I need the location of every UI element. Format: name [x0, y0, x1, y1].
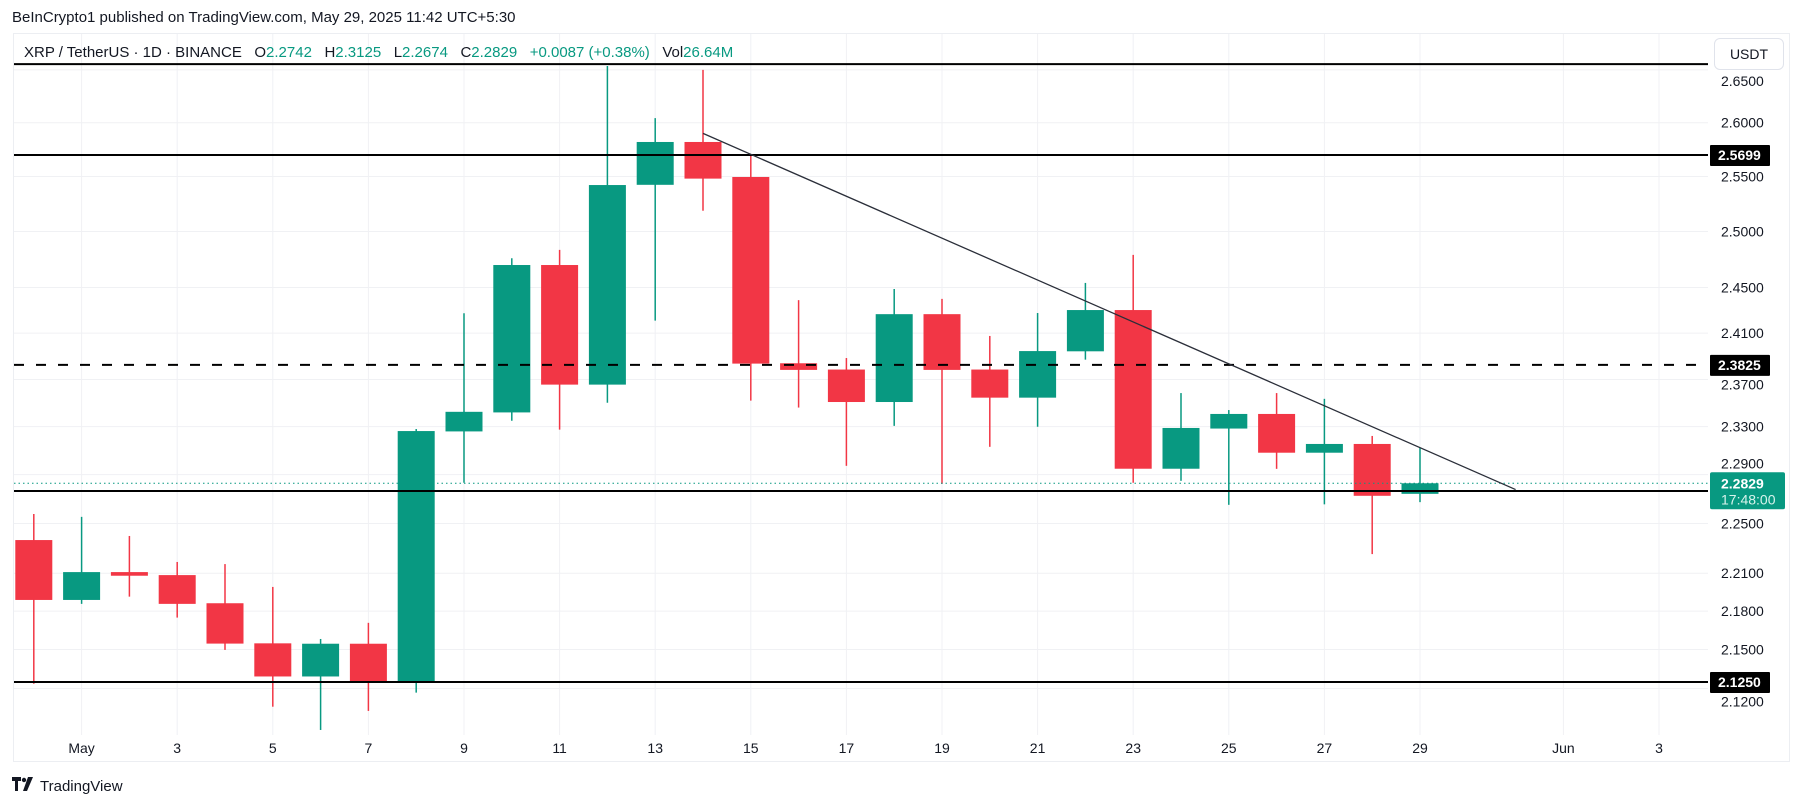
time-axis-label: 15: [743, 740, 759, 756]
time-axis-label: 27: [1317, 740, 1333, 756]
price-axis-label: 2.6000: [1721, 115, 1764, 131]
time-axis-label: 11: [552, 740, 567, 756]
chart-frame: [13, 33, 1790, 762]
footer-brand: TradingView: [12, 777, 123, 795]
time-axis-label: 3: [173, 740, 181, 756]
price-axis-label: 2.1500: [1721, 642, 1764, 658]
candle-body-down[interactable]: [110, 572, 148, 576]
time-axis-label: May: [68, 740, 94, 756]
publisher-caption: BeInCrypto1 published on TradingView.com…: [12, 9, 516, 26]
candle-body-down[interactable]: [971, 369, 1009, 398]
candle-body-down[interactable]: [923, 314, 961, 370]
candle-body-up[interactable]: [445, 411, 483, 432]
candle-body-up[interactable]: [1401, 483, 1439, 494]
open-value: 2.2742: [266, 44, 312, 61]
high-value: 2.3125: [335, 44, 382, 61]
candle-body-down[interactable]: [541, 265, 579, 385]
time-axis-label: 25: [1221, 740, 1237, 756]
time-axis-label: 9: [460, 740, 468, 756]
candle-body-up[interactable]: [397, 431, 435, 682]
close-label: C: [460, 44, 472, 61]
price-level-label: 2.3825: [1718, 357, 1761, 373]
vol-value: 26.64M: [683, 44, 734, 61]
price-axis-label: 2.1800: [1721, 603, 1764, 619]
tradingview-logo-icon: [12, 777, 34, 795]
time-axis-label: 3: [1655, 740, 1663, 756]
price-level-badge: [1710, 354, 1770, 376]
candle-body-down[interactable]: [206, 603, 244, 644]
countdown-label: 17:48:00: [1721, 491, 1776, 507]
candle-body-down[interactable]: [684, 141, 722, 179]
candle-body-down[interactable]: [827, 369, 865, 403]
candle-body-down[interactable]: [780, 363, 818, 370]
time-axis-label: 21: [1030, 740, 1046, 756]
price-axis-label: 2.5000: [1721, 223, 1764, 239]
price-axis-label: 2.5500: [1721, 169, 1764, 185]
price-axis-label: 2.6500: [1721, 73, 1764, 89]
vol-label: Vol: [662, 44, 684, 61]
candle-body-down[interactable]: [158, 575, 196, 604]
price-level-badge: [1710, 145, 1770, 166]
candle-body-down[interactable]: [254, 643, 292, 677]
candle-body-up[interactable]: [63, 572, 101, 600]
candle-body-down[interactable]: [732, 176, 770, 364]
last-price-label: 2.2829: [1721, 475, 1764, 491]
trendline[interactable]: [702, 132, 1516, 491]
high-label: H: [324, 44, 336, 61]
candle-body-up[interactable]: [636, 141, 674, 185]
candle-body-up[interactable]: [1305, 443, 1343, 453]
candle-body-down[interactable]: [1114, 310, 1152, 469]
last-price-badge: [1710, 472, 1785, 510]
candle-body-up[interactable]: [875, 314, 913, 403]
candle-body-up[interactable]: [302, 643, 340, 677]
price-axis-label: 2.2500: [1721, 516, 1764, 532]
time-axis-label: 17: [839, 740, 855, 756]
price-axis-label: 2.3300: [1721, 419, 1764, 435]
candle-body-down[interactable]: [1353, 443, 1391, 496]
candle-body-up[interactable]: [1066, 310, 1104, 352]
time-axis-label: Jun: [1552, 740, 1575, 756]
time-axis-label: 29: [1412, 740, 1428, 756]
time-axis-label: 23: [1125, 740, 1141, 756]
time-axis-label: 5: [269, 740, 277, 756]
price-level-label: 2.1250: [1718, 674, 1761, 690]
time-axis-label: 19: [934, 740, 950, 756]
price-axis-label: 2.2900: [1721, 456, 1764, 472]
symbol-info[interactable]: XRP / TetherUS · 1D · BINANCE: [24, 44, 242, 61]
open-label: O: [254, 44, 267, 61]
time-axis-label: 7: [365, 740, 373, 756]
low-label: L: [393, 44, 403, 61]
price-axis-label: 2.1200: [1721, 693, 1764, 709]
currency-button[interactable]: USDT: [1714, 38, 1784, 70]
change-value: +0.0087 (+0.38%): [529, 44, 650, 61]
candle-body-down[interactable]: [349, 643, 387, 682]
price-level-badge: [1710, 671, 1770, 693]
symbol-legend: XRP / TetherUS · 1D · BINANCE O2.2742 H2…: [24, 44, 733, 61]
tradingview-wordmark: TradingView: [40, 777, 123, 795]
candle-body-up[interactable]: [588, 185, 626, 385]
price-axis-label: 2.4100: [1721, 325, 1764, 341]
candle-body-up[interactable]: [1162, 427, 1200, 469]
low-value: 2.2674: [402, 44, 448, 61]
price-axis-label: 2.3700: [1721, 376, 1764, 392]
candle-body-up[interactable]: [493, 265, 531, 413]
price-axis-label: 2.2100: [1721, 565, 1764, 581]
candle-body-down[interactable]: [1258, 413, 1296, 453]
price-level-label: 2.5699: [1718, 147, 1761, 163]
candle-body-up[interactable]: [1210, 413, 1248, 429]
time-axis-label: 13: [647, 740, 663, 756]
candle-body-up[interactable]: [1019, 351, 1057, 398]
candle-body-down[interactable]: [15, 540, 53, 600]
price-axis-label: 2.4500: [1721, 279, 1764, 295]
close-value: 2.2829: [471, 44, 518, 61]
